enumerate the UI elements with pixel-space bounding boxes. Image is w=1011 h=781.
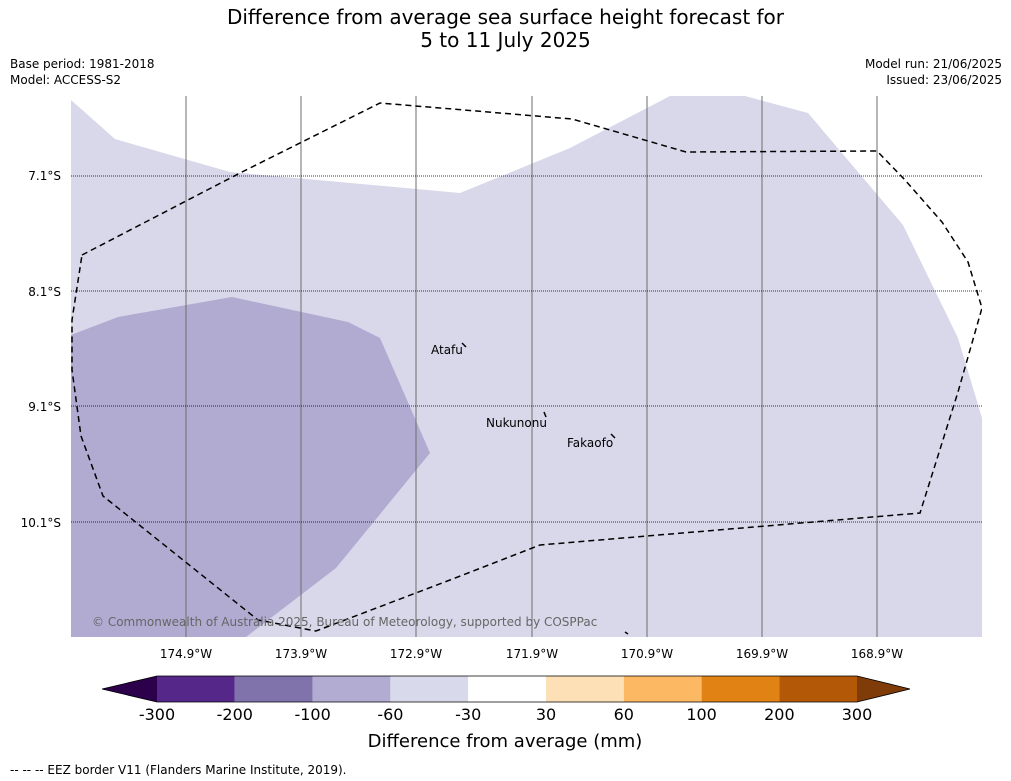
- map-area: Atafu Nukunonu Fakaofo © Commonwealth of…: [71, 96, 982, 637]
- colorbar-segment: [157, 676, 235, 702]
- colorbar-extension-min: [102, 676, 157, 702]
- colorbar-segment: [623, 676, 702, 702]
- colorbar-tick: -100: [294, 705, 330, 724]
- place-label-fakaofo: Fakaofo: [567, 436, 613, 450]
- colorbar-segment: [468, 676, 546, 702]
- place-label-atafu: Atafu: [431, 343, 463, 357]
- issued-date: Issued: 23/06/2025: [886, 73, 1002, 87]
- lon-label: 172.9°W: [390, 647, 442, 661]
- copyright-notice: © Commonwealth of Australia 2025, Bureau…: [92, 615, 597, 629]
- lon-label: 173.9°W: [275, 647, 327, 661]
- lat-label: 7.1°S: [28, 169, 61, 183]
- eez-legend-note: -- -- -- EEZ border V11 (Flanders Marine…: [10, 763, 347, 777]
- lat-label: 10.1°S: [21, 516, 61, 530]
- lat-label: 8.1°S: [28, 285, 61, 299]
- longitude-grid: [185, 96, 878, 637]
- fakaofo-atoll-mark: [610, 433, 616, 439]
- islet-mark: [624, 631, 629, 635]
- map-title: Difference from average sea surface heig…: [0, 6, 1011, 52]
- lon-label: 170.9°W: [621, 647, 673, 661]
- lon-label: 168.9°W: [851, 647, 903, 661]
- longitude-labels: 174.9°W 173.9°W 172.9°W 171.9°W 170.9°W …: [160, 647, 903, 661]
- colorbar-tick: 60: [614, 705, 634, 724]
- map-figure: Atafu Nukunonu Fakaofo © Commonwealth of…: [21, 96, 982, 752]
- colorbar-tick: 300: [842, 705, 873, 724]
- meta-left: Base period: 1981-2018 Model: ACCESS-S2: [10, 56, 155, 88]
- colorbar-segment: [312, 676, 391, 702]
- atoll-marks: [461, 342, 629, 635]
- colorbar-tick: -30: [455, 705, 481, 724]
- colorbar-tick: -60: [377, 705, 403, 724]
- lon-label: 171.9°W: [506, 647, 558, 661]
- eez-border: [71, 102, 982, 632]
- colorbar-segment: [779, 676, 857, 702]
- colorbar-tick: -300: [139, 705, 175, 724]
- place-label-nukunonu: Nukunonu: [486, 416, 547, 430]
- base-period: Base period: 1981-2018: [10, 57, 155, 71]
- colorbar-outline: [101, 675, 911, 703]
- colorbar-segment: [701, 676, 780, 702]
- colorbar: -300 -200 -100 -60 -30 30 60 100 200 300…: [101, 675, 911, 752]
- colorbar-tick: -200: [217, 705, 253, 724]
- colorbar-ticks: -300 -200 -100 -60 -30 30 60 100 200 300: [139, 705, 872, 724]
- model-name: Model: ACCESS-S2: [10, 73, 122, 87]
- meta-right: Model run: 21/06/2025 Issued: 23/06/2025: [865, 56, 1002, 88]
- colorbar-segment: [546, 676, 624, 702]
- lon-label: 174.9°W: [160, 647, 212, 661]
- nukunonu-atoll-mark: [543, 411, 547, 418]
- anomaly-region-medium: [71, 297, 430, 637]
- atafu-atoll-mark: [461, 342, 467, 348]
- colorbar-segment: [234, 676, 313, 702]
- colorbar-label: Difference from average (mm): [368, 731, 643, 752]
- model-run: Model run: 21/06/2025: [864, 57, 1002, 71]
- colorbar-extension-max: [857, 676, 910, 702]
- colorbar-tick: 30: [536, 705, 556, 724]
- lon-label: 169.9°W: [736, 647, 788, 661]
- colorbar-tick: 100: [686, 705, 717, 724]
- lat-label: 9.1°S: [28, 400, 61, 414]
- colorbar-segment: [390, 676, 469, 702]
- title-line-1: Difference from average sea surface heig…: [226, 5, 785, 29]
- latitude-labels: 7.1°S 8.1°S 9.1°S 10.1°S: [21, 169, 61, 530]
- colorbar-tick: 200: [764, 705, 795, 724]
- title-line-2: 5 to 11 July 2025: [420, 28, 591, 52]
